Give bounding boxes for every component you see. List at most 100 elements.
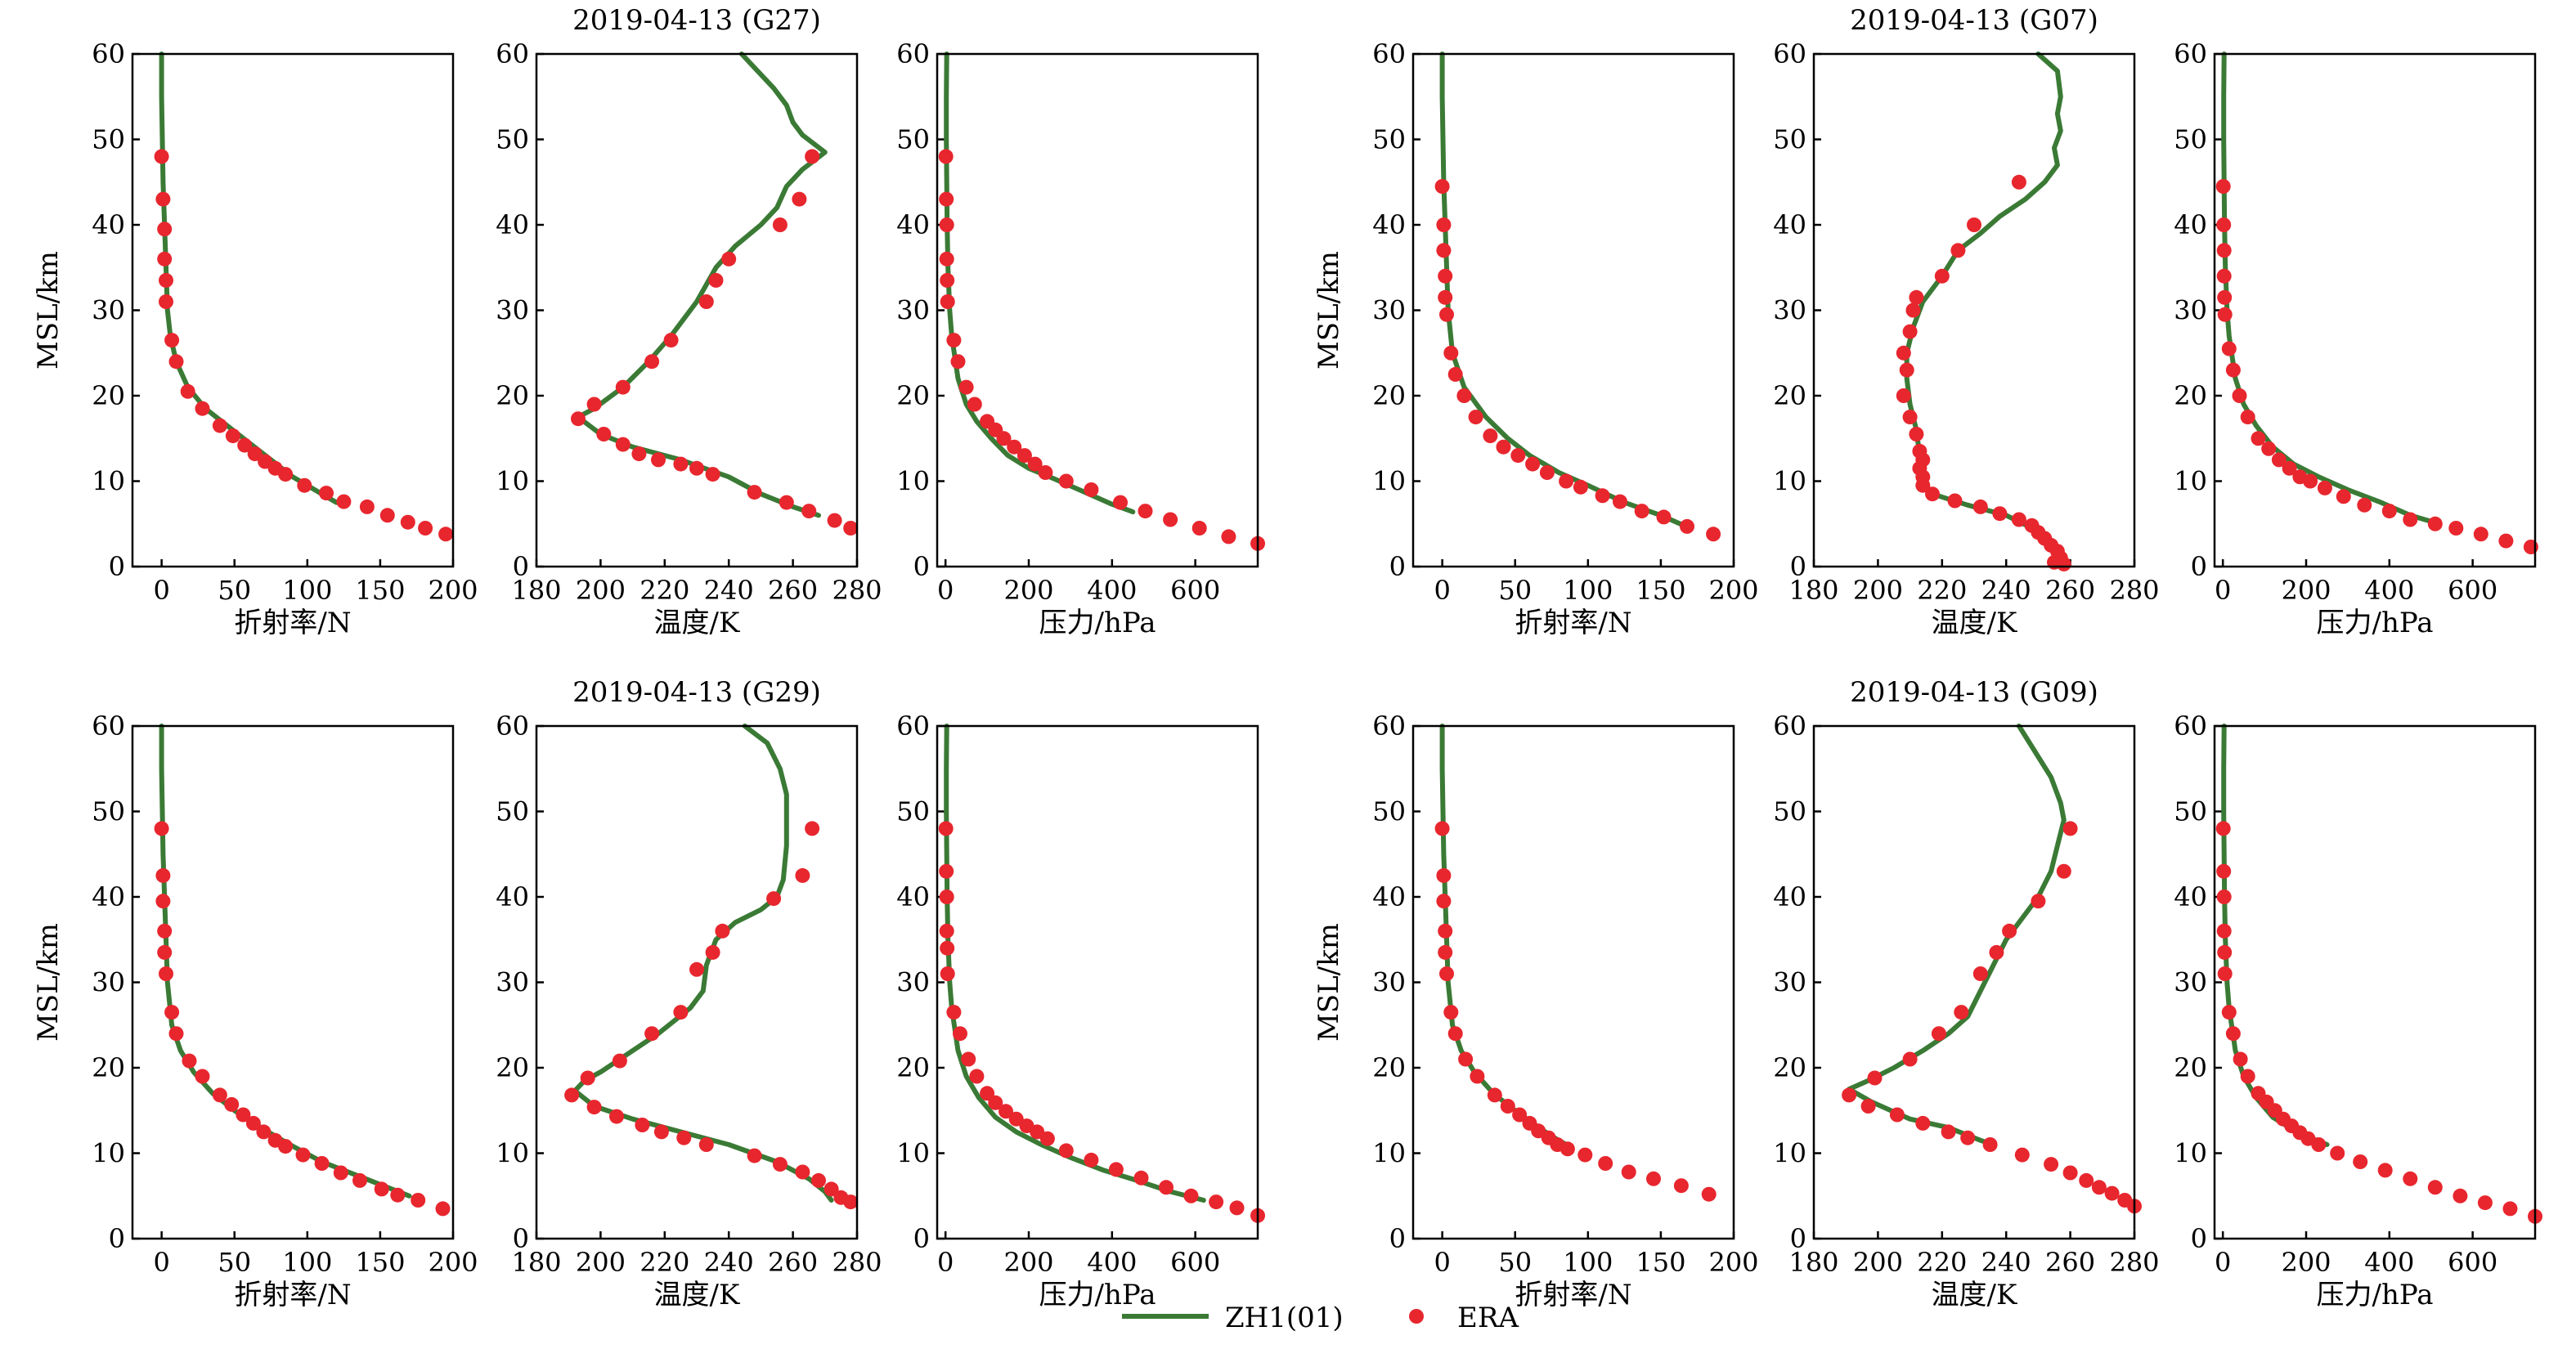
era-point [689,961,704,977]
y-tick-label: 20 [496,380,529,411]
era-point [766,891,782,907]
era-point [390,1187,406,1203]
y-tick-label: 30 [1372,295,1406,326]
x-tick-label: 50 [218,1247,251,1278]
era-point [256,1124,272,1140]
refractivity-panel: 0 10 20 30 40 50 60 0 50 100 150 200 折射率/N MSL/km [1313,38,1759,639]
era-point [715,923,730,939]
era-point [843,1194,859,1210]
era-point [953,1026,967,1042]
era-point [2473,527,2488,542]
x-tick-label: 200 [1853,575,1903,606]
era-point [1896,345,1911,361]
era-point [2221,341,2237,356]
x-tick-label: 150 [1636,575,1685,606]
x-tick-label: 200 [1708,1247,1758,1278]
era-point [1439,307,1454,322]
era-point [653,1124,669,1140]
era-point [2056,556,2071,571]
era-point [1108,1162,1124,1177]
y-tick-label: 50 [1773,124,1806,155]
era-point [159,966,173,981]
x-tick-label: 260 [2045,575,2095,606]
y-tick-label: 60 [496,38,529,69]
era-point [1084,482,1099,497]
era-point [1656,509,1672,525]
zh1-profile-line [2221,52,2442,527]
x-tick-label: 50 [1498,575,1532,606]
y-axis-label: MSL/km [32,923,65,1042]
zh1-profile-line [159,52,339,505]
era-point [805,821,820,836]
era-point [801,504,817,519]
y-tick-label: 10 [2174,1138,2207,1169]
era-point [2427,516,2443,531]
y-tick-label: 50 [896,124,930,155]
x-tick-label: 260 [768,575,818,606]
y-tick-label: 50 [1372,124,1406,155]
y-tick-label: 30 [896,967,930,998]
legend-zh1-label: ZH1(01) [1225,1302,1344,1334]
era-point [1030,1124,1045,1140]
era-point [1909,427,1924,441]
era-point [1438,944,1453,960]
x-tick-label: 400 [2364,1247,2414,1278]
y-tick-label: 60 [2174,38,2207,69]
plot-frame [1411,724,1735,1240]
era-point [212,418,227,433]
era-point [1113,495,1128,510]
era-point [2477,1195,2493,1211]
era-point [698,294,714,309]
era-point [1934,268,1950,284]
era-point [988,1095,1003,1110]
x-tick-label: 240 [704,1247,754,1278]
era-point [1982,1137,1998,1152]
era-point [596,427,612,441]
x-tick-label: 100 [1563,1247,1613,1278]
x-tick-label: 220 [1917,1247,1967,1278]
plot-frame [131,52,455,568]
era-point [673,456,689,472]
era-point [939,251,954,267]
zh1-profile-line [572,724,834,1203]
era-point [615,379,631,395]
era-point [939,191,954,207]
era-point [2303,473,2318,489]
era-point [1909,289,1924,305]
zh1-profile-line [1847,724,2067,1147]
y-tick-label: 40 [2174,881,2207,912]
era-point [1496,439,1511,455]
era-point [2427,1180,2443,1195]
era-point [1539,465,1555,480]
era-point [811,1172,826,1188]
era-point [278,467,294,482]
y-tick-label: 10 [896,1138,930,1169]
era-point [1972,966,1988,981]
y-tick-label: 30 [92,295,125,326]
era-point [1447,366,1463,382]
temperature-panel: 0 10 20 30 40 50 60 180 200 220 240 260 280 温度/K [496,710,882,1311]
era-point [2261,441,2277,456]
temperature-panel: 0 10 20 30 40 50 60 180 200 220 240 260 280 温度/K [1773,38,2159,639]
era-point [336,494,352,509]
era-point [2044,1157,2059,1172]
group-title: 2019-04-13 (G29) [572,676,821,709]
era-point [676,1130,692,1145]
era-point [1434,179,1450,194]
era-point [297,477,312,493]
x-tick-label: 0 [153,1247,169,1278]
x-tick-label: 220 [640,1247,689,1278]
era-point [2311,1137,2327,1152]
x-axis-label: 折射率/N [1515,607,1631,639]
era-point [438,527,454,542]
era-point [157,222,173,237]
era-point [1209,1194,1224,1210]
era-point [2317,480,2332,495]
era-point [1436,217,1452,232]
era-point [1960,1130,1976,1145]
era-point [2448,521,2464,536]
